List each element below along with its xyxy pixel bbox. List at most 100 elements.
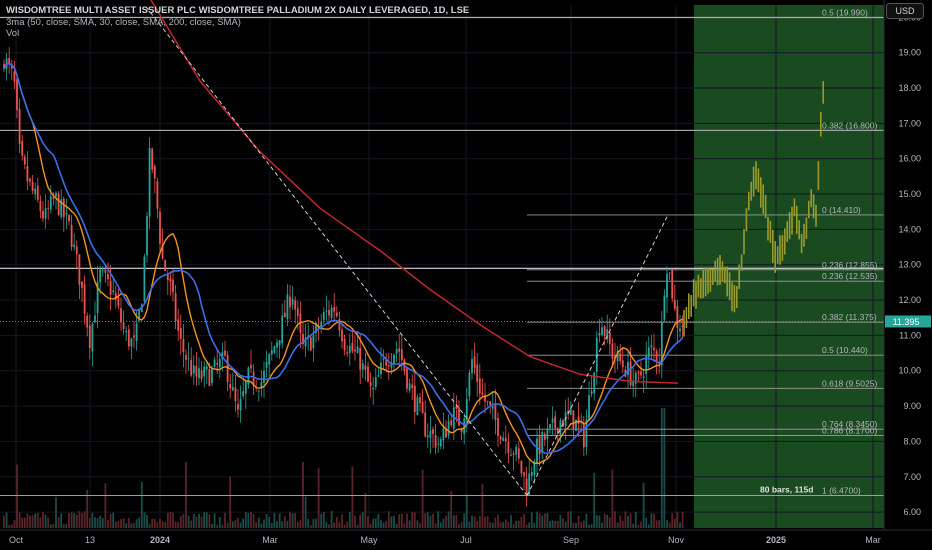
volume-bar-170 <box>445 515 447 528</box>
volume-bar-150 <box>393 516 395 528</box>
candle-body-23 <box>62 198 65 218</box>
volume-bar-260 <box>679 522 681 528</box>
candle-body-59 <box>156 181 159 209</box>
candle-body-85 <box>224 350 226 356</box>
volume-bar-251 <box>655 520 658 528</box>
volume-bar-90 <box>237 517 239 528</box>
volume-bar-165 <box>432 513 434 528</box>
candle-body-47 <box>125 330 128 333</box>
candle-body-209 <box>546 428 549 439</box>
candle-body-120 <box>315 324 317 334</box>
volume-bar-213 <box>556 520 559 528</box>
candle-body-18 <box>49 196 52 210</box>
candle-body-100 <box>263 371 265 383</box>
volume-bar-136 <box>356 524 359 528</box>
volume-bar-173 <box>452 515 455 528</box>
volume-bar-163 <box>426 512 429 528</box>
volume-bar-120 <box>315 518 317 528</box>
candle-body-60 <box>159 211 161 245</box>
volume-bar-63 <box>166 512 169 528</box>
volume-bar-169 <box>442 518 445 528</box>
volume-bar-214 <box>559 514 562 528</box>
candle-body-110 <box>289 296 291 308</box>
candle-body-198 <box>517 448 520 459</box>
volume-bar-128 <box>335 516 338 528</box>
currency-button[interactable]: USD <box>886 3 924 19</box>
last-price-label: 11.395 <box>893 317 920 327</box>
candle-body-45 <box>120 308 122 323</box>
volume-bar-221 <box>577 515 580 528</box>
volume-bar-3 <box>10 524 13 528</box>
volume-bar-23 <box>62 524 65 528</box>
candle-body-162 <box>424 412 427 437</box>
volume-bar-21 <box>57 517 60 528</box>
candle-body-78 <box>205 366 208 370</box>
candle-body-90 <box>237 403 239 410</box>
candle-body-224 <box>585 419 588 447</box>
candle-body-102 <box>268 354 271 365</box>
candle-body-118 <box>309 337 312 351</box>
candle-body-201 <box>525 478 528 496</box>
candle-body-6 <box>18 108 21 144</box>
candle-body-91 <box>239 399 242 411</box>
volume-bar-189 <box>494 517 497 528</box>
candle-body-228 <box>595 337 598 372</box>
candle-body-29 <box>78 254 81 285</box>
volume-bar-39 <box>104 483 107 528</box>
volume-bar-116 <box>304 496 307 528</box>
volume-bar-69 <box>182 513 185 528</box>
candle-body-261 <box>681 325 684 328</box>
volume-bar-84 <box>221 524 224 528</box>
candle-body-28 <box>75 246 78 255</box>
trend-line-up <box>526 214 669 496</box>
volume-bar-109 <box>286 520 289 528</box>
candle-body-74 <box>195 365 198 377</box>
volume-bar-254 <box>663 408 666 528</box>
volume-bar-156 <box>408 520 411 528</box>
volume-bar-186 <box>486 516 489 528</box>
candle-body-15 <box>42 210 44 219</box>
candle-body-202 <box>528 473 531 496</box>
candle-body-225 <box>588 395 590 421</box>
candle-body-172 <box>450 420 453 426</box>
x-tick-label-3: Mar <box>262 535 278 545</box>
volume-bar-31 <box>83 511 86 528</box>
projection-zone <box>694 5 884 528</box>
volume-bar-54 <box>143 512 146 528</box>
volume-bar-185 <box>484 516 486 528</box>
candle-body-238 <box>621 360 624 368</box>
volume-bar-177 <box>463 513 466 528</box>
volume-bar-208 <box>543 513 546 528</box>
candle-body-260 <box>679 328 681 332</box>
volume-bar-14 <box>39 517 42 528</box>
volume-bar-47 <box>125 523 128 528</box>
candle-body-24 <box>65 212 68 215</box>
volume-bar-132 <box>346 521 349 528</box>
volume-bar-30 <box>81 513 83 528</box>
candle-body-129 <box>338 319 341 331</box>
volume-bar-232 <box>606 514 609 528</box>
volume-bar-259 <box>676 511 679 528</box>
candle-body-187 <box>489 401 492 406</box>
volume-bar-148 <box>387 511 390 528</box>
candle-body-26 <box>70 224 73 248</box>
candle-body-152 <box>398 348 401 352</box>
candle-body-167 <box>437 443 440 445</box>
volume-bar-77 <box>203 512 206 528</box>
candle-body-200 <box>523 472 525 476</box>
candle-body-250 <box>653 347 655 351</box>
y-tick-label-8: 14.00 <box>898 224 921 234</box>
candle-body-219 <box>572 410 575 429</box>
x-tick-label-0: Oct <box>9 535 24 545</box>
volume-bar-164 <box>429 515 432 528</box>
volume-bar-143 <box>374 518 377 528</box>
candle-body-248 <box>647 347 650 358</box>
candle-body-125 <box>328 309 330 316</box>
volume-bar-256 <box>668 522 671 528</box>
volume-bar-56 <box>148 524 151 528</box>
candle-body-171 <box>447 421 450 436</box>
volume-bar-249 <box>650 513 653 528</box>
candle-body-194 <box>507 441 510 453</box>
